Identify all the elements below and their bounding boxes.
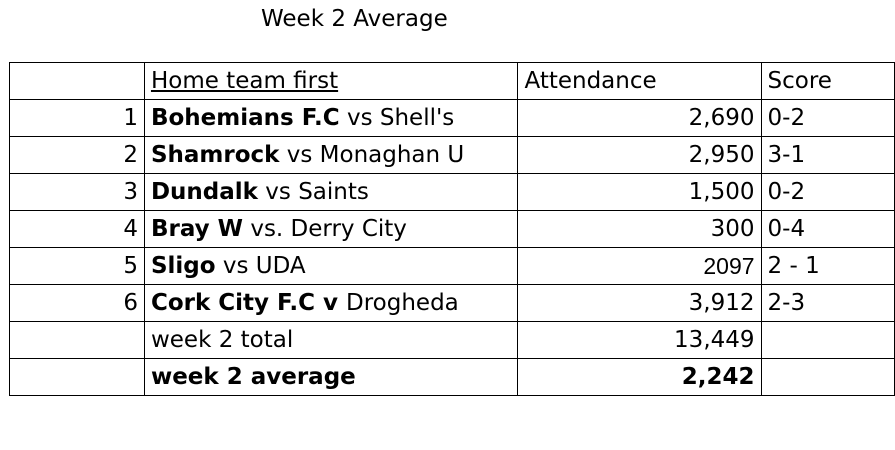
average-value-cell[interactable]: 2,242 xyxy=(517,358,762,396)
row-num-cell[interactable]: 4 xyxy=(9,210,145,248)
away-team: Derry City xyxy=(290,216,407,242)
attendance-cell[interactable]: 2097 xyxy=(517,247,762,285)
score-cell[interactable]: 0-4 xyxy=(760,210,895,248)
table-row: 4 Bray W vs. Derry City 300 0-4 xyxy=(9,210,895,248)
attendance-cell[interactable]: 300 xyxy=(517,210,762,248)
table-row: 1 Bohemians F.C vs Shell's 2,690 0-2 xyxy=(9,99,895,137)
average-row: week 2 average 2,242 xyxy=(9,358,895,396)
average-score-cell[interactable] xyxy=(760,358,895,396)
vs-separator: vs xyxy=(279,142,320,168)
home-team: Sligo xyxy=(150,253,216,279)
home-team: Cork City F.C xyxy=(150,290,315,316)
away-team: Saints xyxy=(298,179,369,205)
header-attendance-cell[interactable]: Attendance xyxy=(517,62,762,100)
header-num-cell[interactable] xyxy=(9,62,145,100)
home-team: Shamrock xyxy=(150,142,280,168)
home-team: Bohemians F.C xyxy=(150,105,340,131)
match-cell[interactable]: Bohemians F.C vs Shell's xyxy=(143,99,519,137)
table-row: 3 Dundalk vs Saints 1,500 0-2 xyxy=(9,173,895,211)
row-num-cell[interactable]: 5 xyxy=(9,247,145,285)
attendance-cell[interactable]: 3,912 xyxy=(517,284,762,322)
vs-separator: vs xyxy=(339,105,380,131)
total-row: week 2 total 13,449 xyxy=(9,321,895,359)
vs-separator: vs xyxy=(215,253,256,279)
row-num-cell[interactable]: 2 xyxy=(9,136,145,174)
header-row: Home team first Attendance Score xyxy=(9,62,895,100)
away-team: Monaghan U xyxy=(319,142,465,168)
attendance-table: Home team first Attendance Score 1 Bohem… xyxy=(9,62,895,396)
score-cell[interactable]: 2 - 1 xyxy=(760,247,895,285)
score-cell[interactable]: 3-1 xyxy=(760,136,895,174)
attendance-cell[interactable]: 1,500 xyxy=(517,173,762,211)
match-cell[interactable]: Shamrock vs Monaghan U xyxy=(143,136,519,174)
away-team: Shell's xyxy=(379,105,455,131)
match-cell[interactable]: Cork City F.C v Drogheda xyxy=(143,284,519,322)
row-num-cell[interactable]: 1 xyxy=(9,99,145,137)
attendance-cell[interactable]: 2,950 xyxy=(517,136,762,174)
header-match-cell[interactable]: Home team first xyxy=(143,62,519,100)
match-cell[interactable]: Dundalk vs Saints xyxy=(143,173,519,211)
home-team: Bray W xyxy=(150,216,244,242)
average-label-cell[interactable]: week 2 average xyxy=(143,358,519,396)
header-home-team-first: Home team first xyxy=(150,68,339,94)
home-team: Dundalk xyxy=(150,179,258,205)
match-cell[interactable]: Sligo vs UDA xyxy=(143,247,519,285)
match-cell[interactable]: Bray W vs. Derry City xyxy=(143,210,519,248)
sheet-title: Week 2 Average xyxy=(261,6,448,32)
score-cell[interactable]: 0-2 xyxy=(760,99,895,137)
header-score-cell[interactable]: Score xyxy=(760,62,895,100)
vs-separator: vs. xyxy=(243,216,291,242)
total-num-cell[interactable] xyxy=(9,321,145,359)
away-team: Drogheda xyxy=(346,290,459,316)
table-row: 6 Cork City F.C v Drogheda 3,912 2-3 xyxy=(9,284,895,322)
total-label-cell[interactable]: week 2 total xyxy=(143,321,519,359)
average-num-cell[interactable] xyxy=(9,358,145,396)
away-team: UDA xyxy=(255,253,306,279)
table-row: 5 Sligo vs UDA 2097 2 - 1 xyxy=(9,247,895,285)
total-value-cell[interactable]: 13,449 xyxy=(517,321,762,359)
vs-separator: vs xyxy=(257,179,299,205)
vs-separator: v xyxy=(315,290,347,316)
row-num-cell[interactable]: 3 xyxy=(9,173,145,211)
attendance-cell[interactable]: 2,690 xyxy=(517,99,762,137)
table-row: 2 Shamrock vs Monaghan U 2,950 3-1 xyxy=(9,136,895,174)
total-score-cell[interactable] xyxy=(760,321,895,359)
row-num-cell[interactable]: 6 xyxy=(9,284,145,322)
score-cell[interactable]: 2-3 xyxy=(760,284,895,322)
score-cell[interactable]: 0-2 xyxy=(760,173,895,211)
